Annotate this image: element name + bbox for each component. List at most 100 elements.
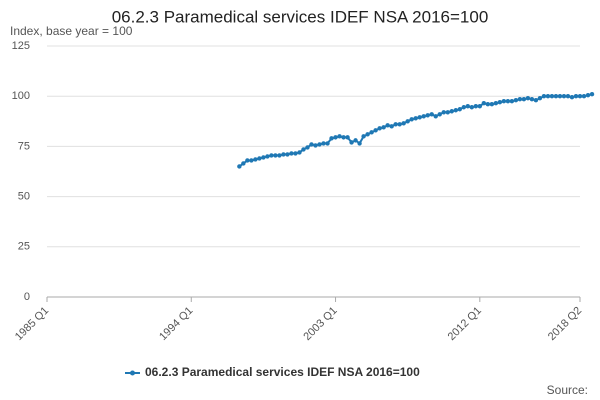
point [493,101,499,106]
point [345,135,350,140]
point [481,101,487,106]
point [241,161,246,166]
point [377,126,382,131]
point [473,104,479,109]
x-tick-label: 1994 Q1 [157,305,195,343]
point [337,134,342,139]
point [317,142,322,147]
point [285,152,290,157]
point [301,147,306,152]
point [505,99,511,104]
chart-title: 06.2.3 Paramedical services IDEF NSA 201… [112,7,489,26]
point [349,140,354,145]
point [509,99,515,104]
point [333,135,338,140]
point [261,155,266,160]
point [561,94,567,99]
point [565,94,571,99]
point [425,113,430,118]
point [385,123,390,128]
point [421,114,426,119]
point [281,152,286,157]
point [409,117,414,122]
point [321,141,326,146]
point [325,141,330,146]
point [553,94,559,99]
point [485,102,491,107]
point [585,92,591,98]
point [253,157,258,162]
series-line [238,93,593,168]
x-tick-label: 2003 Q1 [301,305,339,343]
point [469,105,474,110]
point [569,95,575,100]
point [277,153,282,158]
point [529,97,535,102]
point [237,164,242,169]
point [269,153,274,158]
point [393,122,398,127]
point [341,135,346,140]
point [365,132,370,137]
point [249,158,254,163]
point [401,121,406,126]
point [557,94,563,99]
point [545,94,551,99]
point [537,96,543,101]
point [297,150,302,155]
point [521,97,527,102]
point [389,124,394,129]
point [329,136,334,141]
legend-label: 06.2.3 Paramedical services IDEF NSA 201… [145,365,420,379]
point [577,94,583,99]
point [437,112,442,117]
point [309,142,314,147]
point [461,105,466,110]
legend-marker [130,370,135,376]
point [453,108,458,113]
point [445,110,450,115]
point [305,145,310,150]
y-tick-label: 25 [18,241,30,253]
y-tick-label: 100 [12,90,30,102]
point [501,99,507,104]
point [273,153,278,158]
point [381,125,386,130]
point [405,119,410,124]
point [533,98,539,103]
y-tick-label: 125 [12,40,30,52]
point [589,91,595,97]
point [573,94,579,99]
point [489,102,495,107]
point [513,98,519,103]
point [257,156,262,161]
point [449,109,454,114]
point [457,107,462,112]
point [417,115,422,120]
point [581,94,587,99]
point [265,154,270,159]
y-tick-label: 75 [18,140,30,152]
point [293,151,298,156]
point [313,143,318,148]
point [361,134,366,139]
point [525,96,531,101]
point [441,110,446,115]
point [357,141,362,146]
point [373,128,378,133]
x-tick-label: 1985 Q1 [13,305,51,343]
x-tick-label: 2018 Q2 [546,305,584,343]
point [477,104,483,109]
y-tick-label: 0 [24,291,30,303]
y-tick-label: 50 [18,191,30,203]
point [429,112,434,117]
point [497,100,503,105]
point [465,104,470,109]
y-axis-label: Index, base year = 100 [10,24,133,38]
point [369,130,374,135]
point [353,138,358,143]
source: Source: [547,383,588,397]
point [245,158,250,163]
point [413,116,418,121]
